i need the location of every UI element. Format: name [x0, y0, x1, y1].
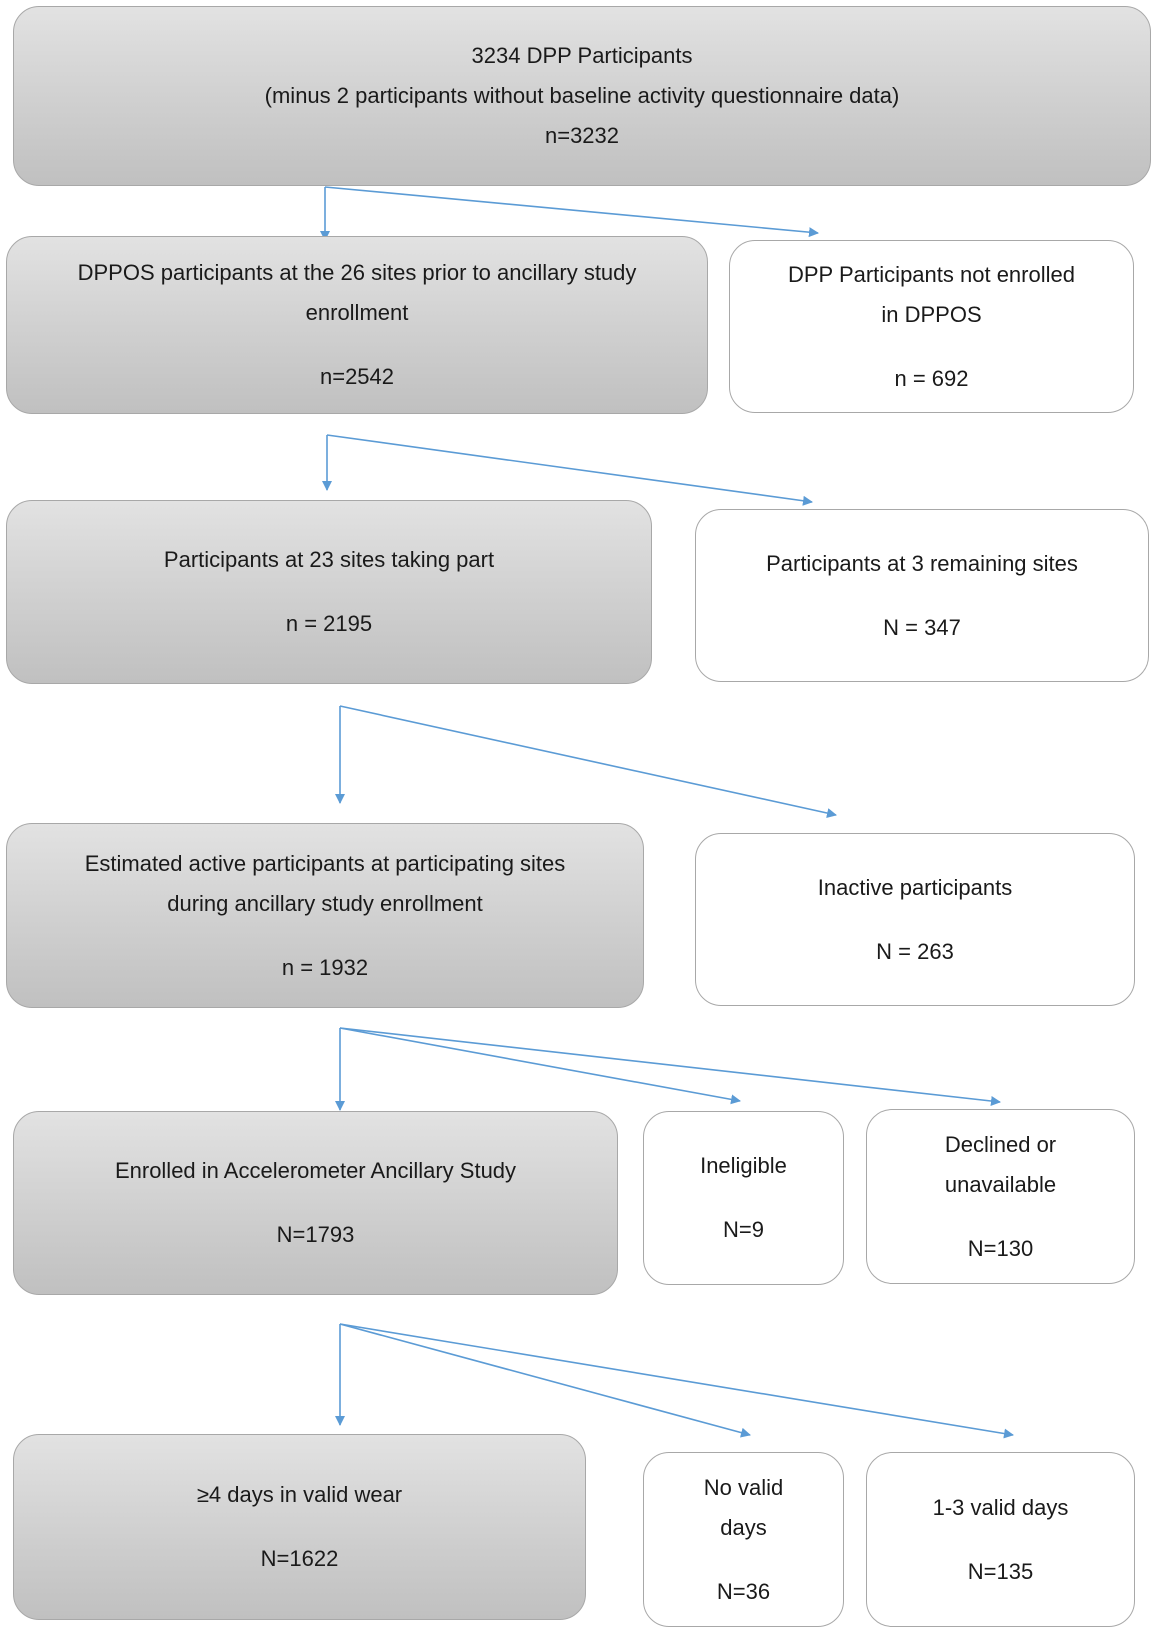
box-count: N=1622 — [260, 1546, 339, 1571]
arrow-active-to-declined — [339, 1027, 1001, 1106]
box-dpp-participants: 3234 DPP Participants (minus 2 participa… — [13, 6, 1151, 186]
box-count: N=36 — [716, 1578, 771, 1604]
box-line: 1-3 valid days — [932, 1494, 1069, 1520]
box-line: Inactive participants — [817, 874, 1013, 900]
box-enrolled-ancillary: Enrolled in Accelerometer Ancillary Stud… — [13, 1111, 618, 1295]
box-not-enrolled: DPP Participants not enrolled in DPPOS n… — [729, 240, 1134, 413]
box-inactive-participants: Inactive participants N = 263 — [695, 833, 1135, 1006]
box-sites-3: Participants at 3 remaining sites N = 34… — [695, 509, 1149, 682]
box-count: n=2542 — [319, 364, 395, 389]
box-count: N=1793 — [276, 1222, 355, 1247]
box-line: unavailable — [944, 1171, 1057, 1197]
box-active-participants: Estimated active participants at partici… — [6, 823, 644, 1008]
box-declined: Declined or unavailable N=130 — [866, 1109, 1135, 1284]
box-sites-23: Participants at 23 sites taking part n =… — [6, 500, 652, 684]
arrow-dppos-to-sites3 — [326, 434, 813, 506]
box-line: ≥4 days in valid wear — [196, 1482, 403, 1507]
box-dppos-participants: DPPOS participants at the 26 sites prior… — [6, 236, 708, 414]
box-line: 3234 DPP Participants — [471, 43, 693, 68]
arrow-top-to-not-enrolled — [324, 186, 819, 238]
box-1-3-valid-days: 1-3 valid days N=135 — [866, 1452, 1135, 1627]
box-line: Declined or — [944, 1131, 1057, 1157]
box-line: Enrolled in Accelerometer Ancillary Stud… — [114, 1158, 517, 1183]
box-count: N=9 — [723, 1217, 764, 1242]
box-line: enrollment — [305, 300, 409, 325]
box-count: n=3232 — [544, 123, 620, 148]
box-count: n = 1932 — [281, 954, 369, 980]
box-line: DPPOS participants at the 26 sites prior… — [77, 260, 637, 285]
box-count: n = 2195 — [285, 611, 373, 636]
box-ineligible: Ineligible N=9 — [643, 1111, 844, 1285]
box-count: N=130 — [967, 1235, 1034, 1261]
box-line: days — [720, 1514, 767, 1540]
arrow-enrolled-to-novalid — [339, 1323, 751, 1438]
box-valid-4-days: ≥4 days in valid wear N=1622 — [13, 1434, 586, 1620]
box-line: Estimated active participants at partici… — [84, 850, 566, 876]
box-count: N=135 — [967, 1558, 1034, 1584]
box-line: Participants at 23 sites taking part — [163, 547, 495, 572]
box-no-valid-days: No valid days N=36 — [643, 1452, 844, 1627]
box-line: Ineligible — [700, 1153, 787, 1178]
box-line: during ancillary study enrollment — [167, 890, 483, 916]
box-line: DPP Participants not enrolled — [788, 261, 1075, 287]
box-line: Participants at 3 remaining sites — [766, 550, 1078, 576]
box-count: n = 692 — [894, 365, 969, 391]
arrow-active-to-ineligible — [339, 1027, 741, 1105]
box-line: No valid — [703, 1474, 784, 1500]
arrow-sites23-to-inactive — [339, 705, 837, 818]
arrow-enrolled-to-valid13 — [339, 1323, 1014, 1439]
box-count: N = 347 — [883, 614, 961, 640]
box-line: (minus 2 participants without baseline a… — [264, 83, 900, 108]
box-count: N = 263 — [876, 938, 954, 964]
box-line: in DPPOS — [881, 301, 982, 327]
